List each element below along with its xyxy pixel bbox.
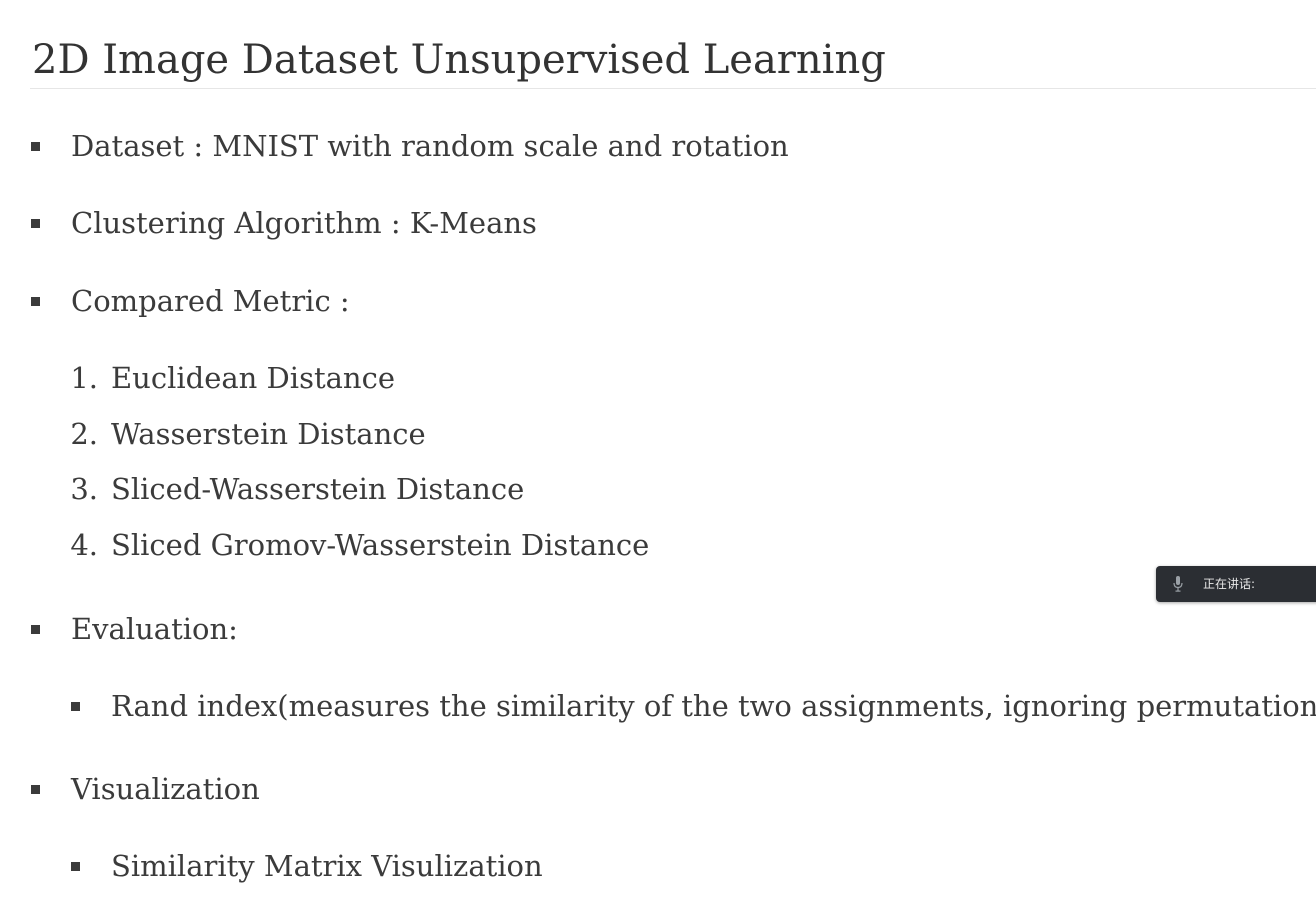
bullet-marker xyxy=(31,142,40,151)
list-item-dataset: Dataset : MNIST with random scale and ro… xyxy=(71,129,789,163)
metric-number: 4. xyxy=(70,528,98,562)
metric-number: 1. xyxy=(70,361,98,395)
list-item-clustering: Clustering Algorithm : K-Means xyxy=(71,206,537,240)
list-item-compared-metric: Compared Metric : xyxy=(71,284,350,318)
speaking-indicator[interactable]: 正在讲话: xyxy=(1156,566,1316,602)
bullet-marker xyxy=(31,297,40,306)
bullet-marker xyxy=(31,785,40,794)
title-divider xyxy=(30,88,1316,89)
metric-number: 2. xyxy=(70,417,98,451)
microphone-icon xyxy=(1173,576,1183,592)
metric-number: 3. xyxy=(70,472,98,506)
list-item-visualization-sub: Similarity Matrix Visulization xyxy=(111,849,543,883)
metric-item: Wasserstein Distance xyxy=(111,417,426,451)
bullet-marker xyxy=(31,625,40,634)
speaking-label: 正在讲话: xyxy=(1203,577,1256,591)
metric-item: Sliced Gromov-Wasserstein Distance xyxy=(111,528,650,562)
metric-item: Euclidean Distance xyxy=(111,361,395,395)
sub-bullet-marker xyxy=(71,702,80,711)
bullet-marker xyxy=(31,219,40,228)
list-item-visualization: Visualization xyxy=(71,772,260,806)
list-item-evaluation: Evaluation: xyxy=(71,612,238,646)
metric-item: Sliced-Wasserstein Distance xyxy=(111,472,525,506)
sub-bullet-marker xyxy=(71,862,80,871)
list-item-evaluation-sub: Rand index(measures the similarity of th… xyxy=(111,689,1316,723)
page-title: 2D Image Dataset Unsupervised Learning xyxy=(32,37,886,83)
